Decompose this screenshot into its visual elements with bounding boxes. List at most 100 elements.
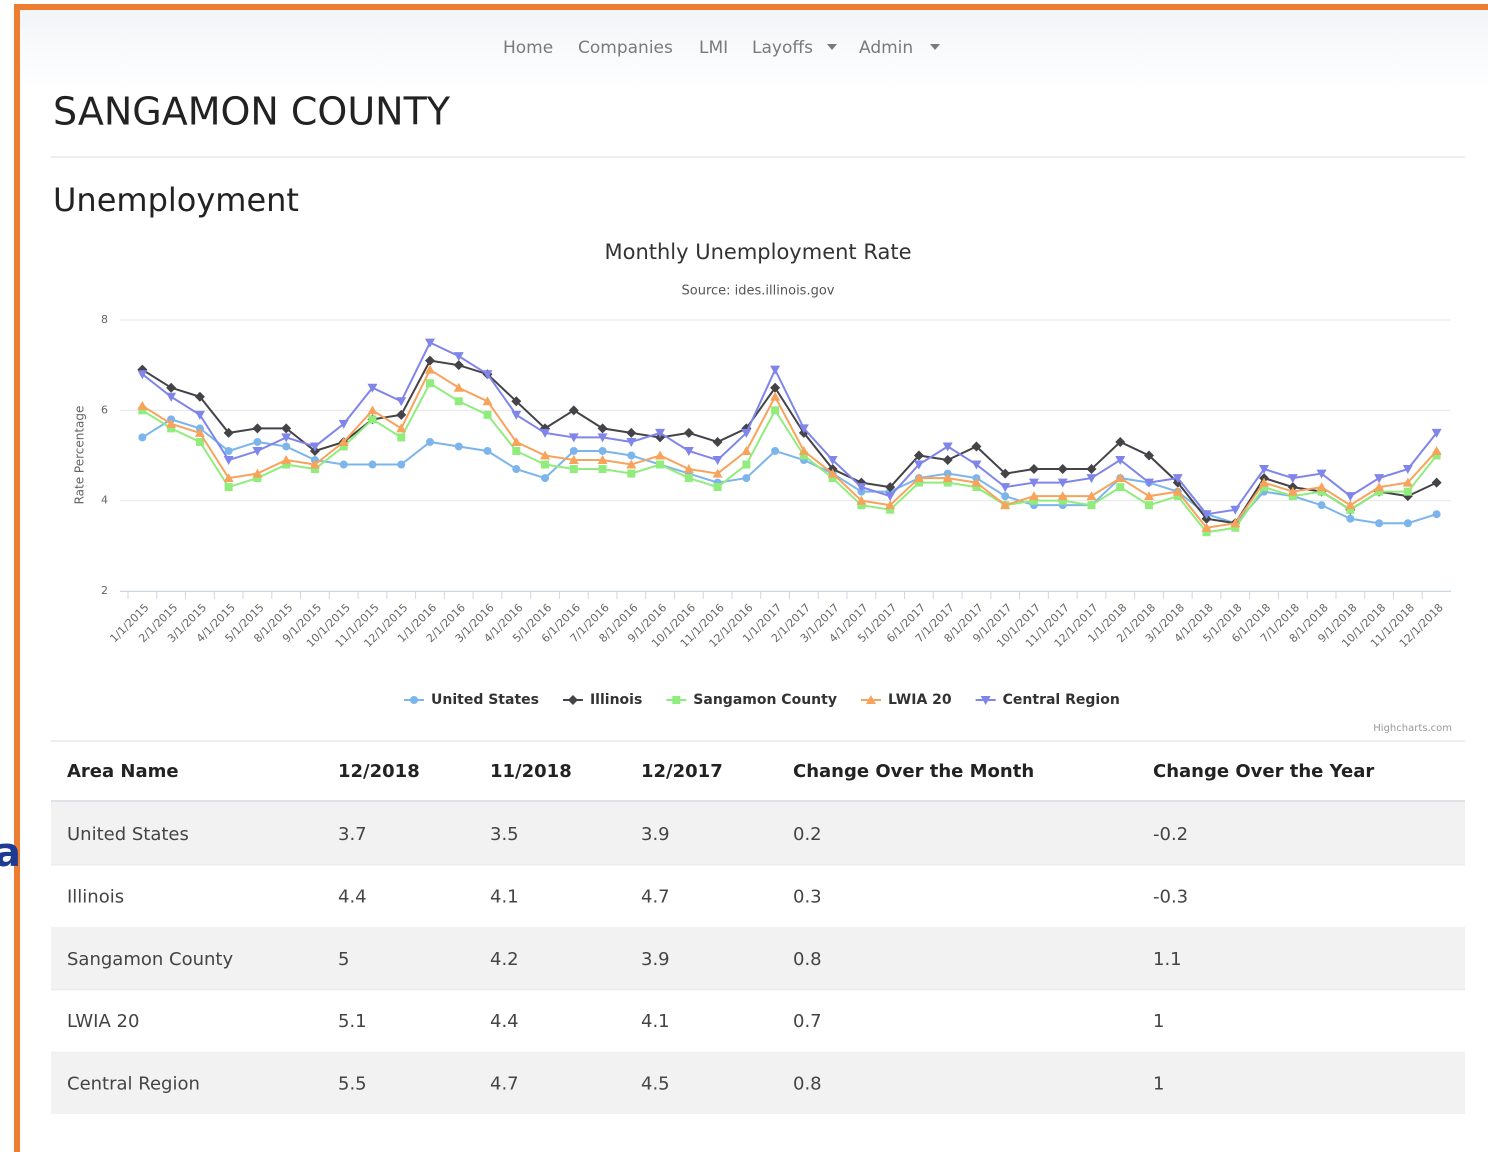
marker [1403,519,1412,528]
marker [1431,445,1442,455]
legend-item: Central Region [975,692,1120,708]
marker [1231,523,1240,532]
marker [454,397,463,406]
marker [1172,486,1183,496]
marker [1317,501,1326,510]
marker [913,460,924,470]
marker [194,410,205,420]
table-cell: Sangamon County [67,949,233,970]
marker [339,442,348,451]
marker [1144,491,1155,501]
marker [338,419,349,429]
marker [569,446,578,455]
nav-link[interactable]: Companies [578,38,673,58]
marker [1287,474,1298,484]
marker [742,474,751,483]
marker [166,392,177,402]
marker [281,423,292,434]
divider [51,156,1465,158]
marker [1144,478,1155,488]
marker [683,464,694,474]
marker [1374,482,1385,492]
y-tick-label: 2 [101,584,108,597]
nav-link[interactable]: Home [503,38,553,58]
table-cell: 4.4 [338,886,367,907]
marker [224,446,233,455]
marker [424,355,435,366]
marker [1086,464,1097,475]
marker [310,465,319,474]
marker [798,424,809,434]
row-stripe [51,1051,1465,1114]
marker [741,428,752,438]
marker [396,397,407,407]
marker [771,406,780,415]
dropdown-caret [827,44,837,50]
marker [1432,510,1441,519]
marker [166,418,177,428]
marker [1346,514,1355,523]
marker [1202,528,1211,537]
marker [397,460,406,469]
nav-link[interactable]: LMI [699,38,728,58]
marker [1431,477,1442,488]
marker [712,456,723,466]
marker [1403,487,1412,496]
marker [626,459,637,469]
table-cell: 0.8 [793,949,822,970]
legend-item: Sangamon County [666,692,837,708]
table-cell: 4.1 [490,886,519,907]
marker [856,483,867,493]
marker [194,427,205,437]
marker [885,482,896,493]
marker [482,370,493,380]
frame-top [14,4,1488,10]
marker [913,450,924,461]
marker [252,446,263,456]
marker [712,468,723,478]
marker [1057,491,1068,501]
marker [1028,464,1039,475]
nav-link[interactable]: Admin [859,38,913,58]
marker [1288,492,1297,501]
marker [1086,474,1097,484]
marker [282,442,291,451]
marker [1402,465,1413,475]
y-tick-label: 8 [101,313,108,326]
legend-label: Sangamon County [693,692,837,708]
marker [138,433,147,442]
table-cell: 3.9 [641,824,670,845]
marker [541,460,550,469]
marker [252,423,263,434]
series-line [141,368,1438,529]
nav-link[interactable]: Layoffs [752,38,813,58]
marker [971,477,982,487]
table-cell: 0.8 [793,1074,822,1095]
y-tick-label: 6 [101,403,108,416]
marker [167,424,176,433]
marker [1145,501,1154,510]
marker [770,391,781,401]
marker [713,483,722,492]
marker [396,423,407,433]
marker [857,501,866,510]
table-cell: 0.2 [793,824,822,845]
marker [598,465,607,474]
marker [424,364,435,374]
marker [511,396,522,407]
marker [367,405,378,415]
table-cell: -0.3 [1153,886,1188,907]
marker [195,437,204,446]
marker [253,437,262,446]
marker [483,446,492,455]
marker [1144,450,1155,461]
marker [1346,505,1355,514]
marker [137,400,148,410]
marker [971,460,982,470]
table-cell: 5.5 [338,1074,367,1095]
marker [410,696,418,704]
credits: Highcharts.com [1373,723,1452,734]
marker [1316,469,1327,479]
table-header: Change Over the Month [793,761,1034,782]
marker [627,469,636,478]
